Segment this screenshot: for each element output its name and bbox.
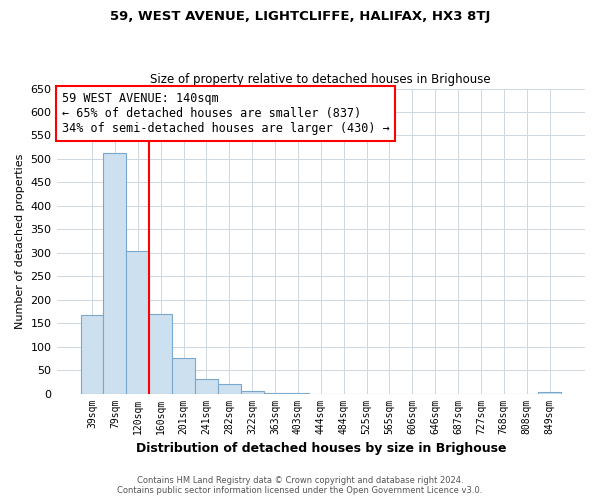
Bar <box>149 314 172 394</box>
Bar <box>218 384 241 394</box>
Bar <box>241 391 263 394</box>
Title: Size of property relative to detached houses in Brighouse: Size of property relative to detached ho… <box>151 73 491 86</box>
Bar <box>172 358 195 394</box>
Bar <box>80 314 103 394</box>
Bar <box>195 378 218 394</box>
Text: Contains HM Land Registry data © Crown copyright and database right 2024.
Contai: Contains HM Land Registry data © Crown c… <box>118 476 482 495</box>
Bar <box>538 392 561 394</box>
Y-axis label: Number of detached properties: Number of detached properties <box>15 154 25 328</box>
Text: 59 WEST AVENUE: 140sqm
← 65% of detached houses are smaller (837)
34% of semi-de: 59 WEST AVENUE: 140sqm ← 65% of detached… <box>62 92 389 134</box>
Bar <box>263 392 286 394</box>
Bar <box>127 252 149 394</box>
Text: 59, WEST AVENUE, LIGHTCLIFFE, HALIFAX, HX3 8TJ: 59, WEST AVENUE, LIGHTCLIFFE, HALIFAX, H… <box>110 10 490 23</box>
X-axis label: Distribution of detached houses by size in Brighouse: Distribution of detached houses by size … <box>136 442 506 455</box>
Bar <box>103 154 127 394</box>
